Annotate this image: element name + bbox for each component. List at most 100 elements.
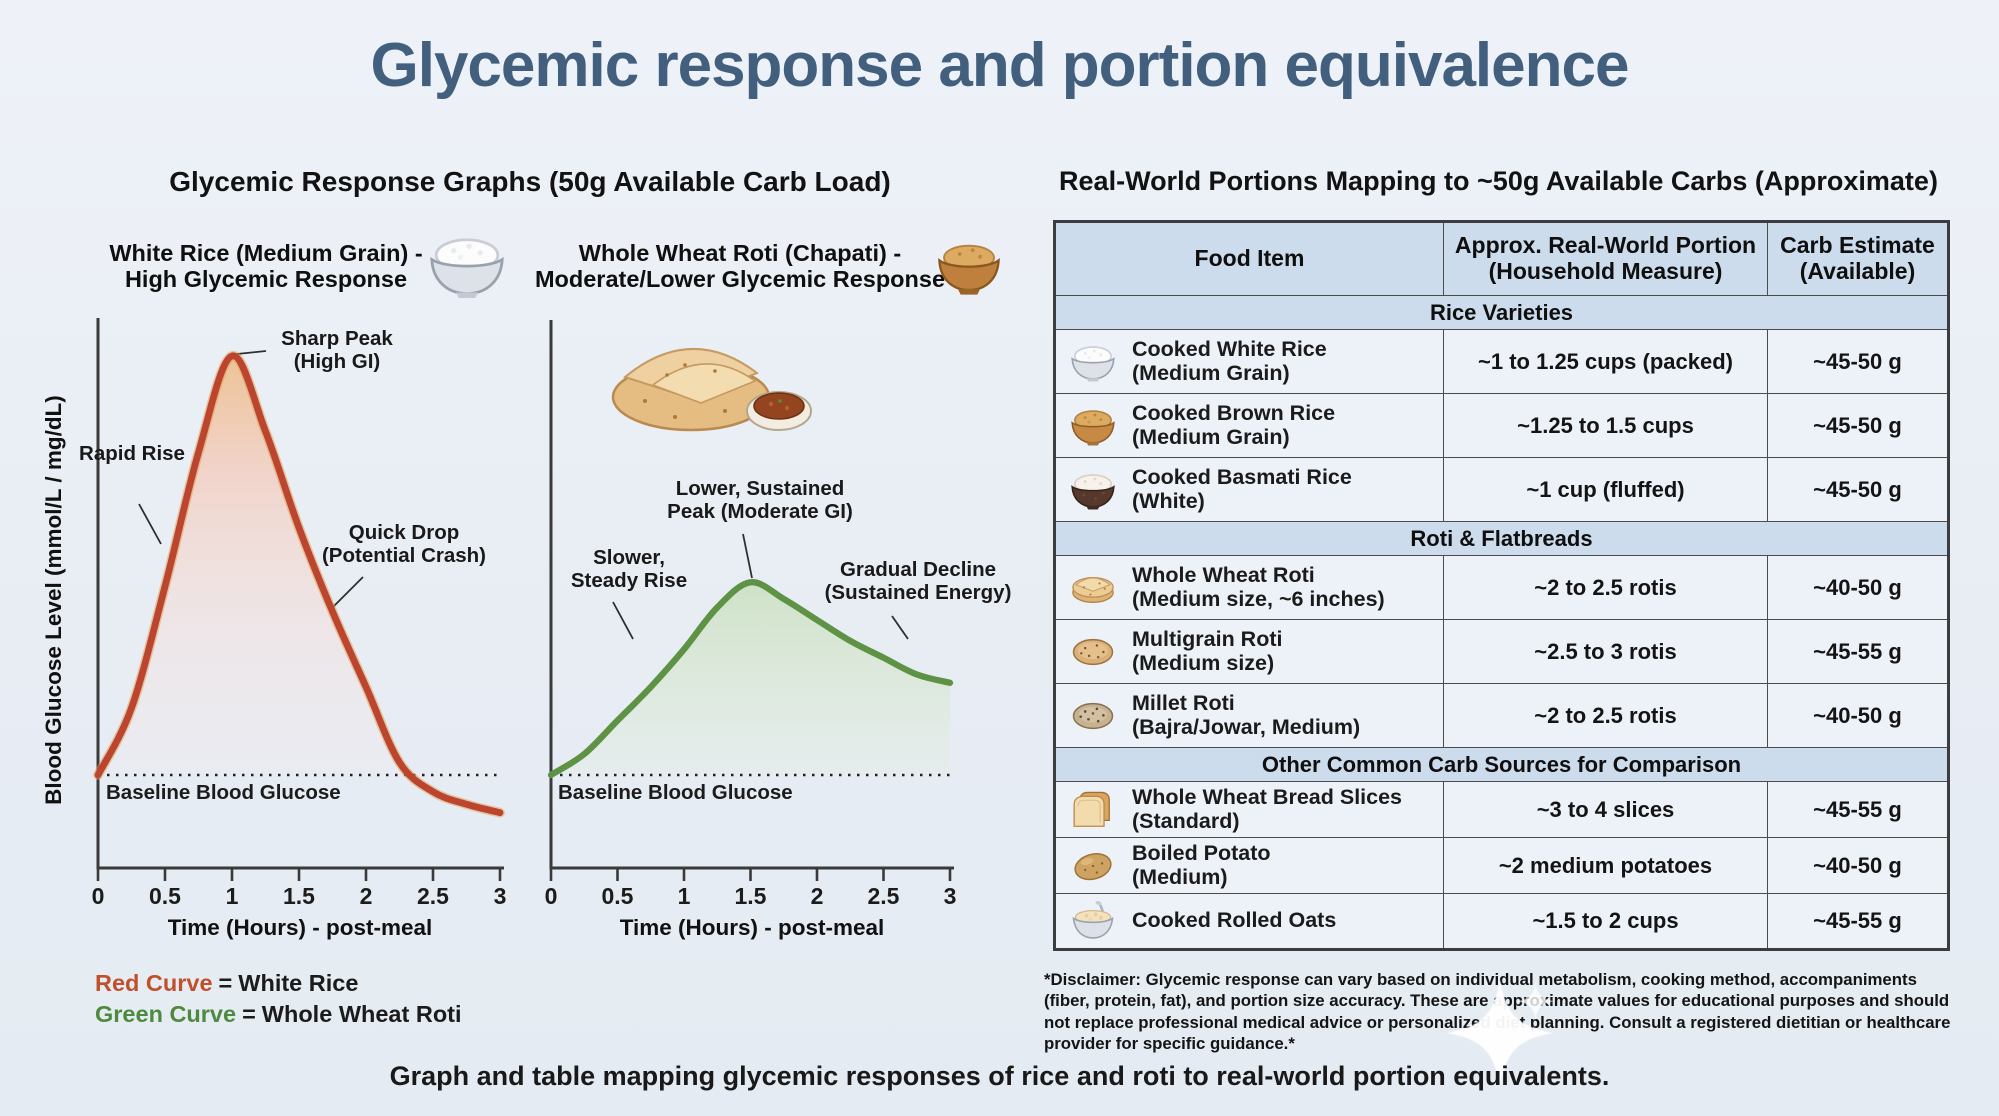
portion-cell: ~1.25 to 1.5 cups <box>1443 393 1768 458</box>
portion-cell: ~2.5 to 3 rotis <box>1443 619 1768 684</box>
x-tick-label: 3 <box>944 883 957 909</box>
whole-wheat-roti-icon <box>1067 567 1119 609</box>
carb-cell: ~45-50 g <box>1767 457 1949 522</box>
legend-item-green: Green Curve = Whole Wheat Roti <box>95 999 462 1030</box>
annotation-leader-line <box>330 576 364 610</box>
white-rice-bowl-icon <box>423 229 511 301</box>
carb-cell: ~45-50 g <box>1767 393 1949 458</box>
carb-cell: ~40-50 g <box>1767 555 1949 620</box>
roti-chart-title: Whole Wheat Roti (Chapati) - Moderate/Lo… <box>534 240 946 292</box>
x-axis-label: Time (Hours) - post-meal <box>619 915 885 940</box>
food-name: Cooked White Rice (Medium Grain) <box>1132 336 1327 385</box>
portion-cell: ~2 medium potatoes <box>1443 837 1768 894</box>
food-cell: Whole Wheat Bread Slices (Standard) <box>1054 781 1444 838</box>
food-name: Whole Wheat Bread Slices (Standard) <box>1132 784 1403 833</box>
table-section-row: Rice Varieties <box>1054 295 1949 330</box>
carb-cell: ~40-50 g <box>1767 683 1949 748</box>
table-row: Cooked Basmati Rice (White) ~1 cup (fluff… <box>1054 457 1949 522</box>
table-section-row: Other Common Carb Sources for Comparison <box>1054 747 1949 782</box>
baseline-label: Baseline Blood Glucose <box>106 781 341 804</box>
portion-cell: ~2 to 2.5 rotis <box>1443 683 1768 748</box>
curve-fill-area <box>551 582 950 775</box>
food-name: Cooked Brown Rice (Medium Grain) <box>1132 400 1336 449</box>
folded-roti-plate-illustration <box>605 313 817 445</box>
x-tick-label: 0 <box>545 883 558 909</box>
portions-table-container: Food Item Approx. Real-World Portion (Ho… <box>1053 220 1950 951</box>
food-cell: Multigrain Roti (Medium size) <box>1054 619 1444 684</box>
x-tick-label: 1.5 <box>735 883 767 909</box>
multigrain-roti-icon <box>1067 631 1119 673</box>
white-rice-glycemic-chart: White Rice (Medium Grain) - High Glycemi… <box>40 237 520 969</box>
table-row: Boiled Potato (Medium) ~2 medium potatoes… <box>1054 837 1949 894</box>
baseline-label: Baseline Blood Glucose <box>558 781 793 804</box>
white-rice-chart-plot: 0 0.5 1 1.5 2 2.5 3 <box>92 318 507 909</box>
food-cell: Cooked Rolled Oats <box>1054 893 1444 950</box>
x-tick-label: 0 <box>92 883 105 909</box>
millet-roti-icon <box>1067 695 1119 737</box>
x-axis-label: Time (Hours) - post-meal <box>167 915 433 940</box>
chart-annotation: Quick Drop (Potential Crash) <box>321 521 487 567</box>
annotation-leader-line <box>236 350 267 355</box>
roti-chart-plot: 0 0.5 1 1.5 2 2.5 3 <box>545 320 957 909</box>
curve-fill-area <box>98 355 500 775</box>
glycemic-curve <box>94 352 504 817</box>
food-name: Boiled Potato (Medium) <box>1132 840 1271 889</box>
grain-bowl-icon <box>932 231 1006 301</box>
food-name: Whole Wheat Roti (Medium size, ~6 inches… <box>1132 562 1385 611</box>
portion-cell: ~1 cup (fluffed) <box>1443 457 1768 522</box>
food-cell: Cooked Brown Rice (Medium Grain) <box>1054 393 1444 458</box>
table-row: Whole Wheat Roti (Medium size, ~6 inches… <box>1054 555 1949 620</box>
page-title: Glycemic response and portion equivalenc… <box>370 31 1630 100</box>
x-tick-label: 2.5 <box>868 883 900 909</box>
white-rice-chart-title: White Rice (Medium Grain) - High Glycemi… <box>109 240 423 292</box>
table-row: Multigrain Roti (Medium size) ~2.5 to 3 r… <box>1054 619 1949 684</box>
x-tick-label: 3 <box>494 883 507 909</box>
portion-cell: ~2 to 2.5 rotis <box>1443 555 1768 620</box>
bottom-caption: Graph and table mapping glycemic respons… <box>389 1061 1610 1091</box>
chart-annotation: Sharp Peak (High GI) <box>281 327 393 373</box>
carb-cell: ~45-55 g <box>1767 893 1949 950</box>
brown-rice-bowl-icon <box>1067 405 1119 447</box>
x-tick-label: 0.5 <box>149 883 181 909</box>
annotation-leader-line <box>891 615 909 640</box>
glycemic-curve <box>547 579 954 779</box>
column-header-carb-estimate: Carb Estimate (Available) <box>1767 221 1949 296</box>
table-section-header: Real-World Portions Mapping to ~50g Avai… <box>1059 166 1938 196</box>
legend-green-food-label: Whole Wheat Roti <box>261 1001 462 1027</box>
annotation-leader-line <box>612 601 634 640</box>
table-row: Cooked Brown Rice (Medium Grain) ~1.25 to… <box>1054 393 1949 458</box>
x-tick-label: 0.5 <box>602 883 634 909</box>
portions-table: Food Item Approx. Real-World Portion (Ho… <box>1053 220 1950 951</box>
table-header-row: Food Item Approx. Real-World Portion (Ho… <box>1054 221 1949 296</box>
food-name: Cooked Basmati Rice (White) <box>1132 464 1352 513</box>
x-tick-label: 2 <box>360 883 373 909</box>
legend-equals: = <box>218 970 233 996</box>
white-rice-bowl-icon <box>1067 341 1119 383</box>
chart-annotation: Rapid Rise <box>79 442 185 465</box>
carb-cell: ~45-50 g <box>1767 329 1949 394</box>
x-tick-label: 2 <box>811 883 824 909</box>
food-cell: Cooked White Rice (Medium Grain) <box>1054 329 1444 394</box>
chart-annotation: Slower, Steady Rise <box>570 546 688 592</box>
x-tick-label: 1 <box>226 883 239 909</box>
legend-equals: = <box>242 1001 256 1027</box>
chart-annotation: Lower, Sustained Peak (Moderate GI) <box>667 477 853 523</box>
table-section-title: Other Common Carb Sources for Comparison <box>1054 747 1949 782</box>
sparkle-icon <box>1444 977 1556 1089</box>
food-name: Millet Roti (Bajra/Jowar, Medium) <box>1132 690 1361 739</box>
portion-cell: ~1 to 1.25 cups (packed) <box>1443 329 1768 394</box>
annotation-leader-line <box>138 503 162 545</box>
carb-cell: ~45-55 g <box>1767 619 1949 684</box>
table-row: Cooked White Rice (Medium Grain) ~1 to 1.… <box>1054 329 1949 394</box>
charts-section-header: Glycemic Response Graphs (50g Available … <box>169 166 891 197</box>
table-row: Millet Roti (Bajra/Jowar, Medium) ~2 to 2… <box>1054 683 1949 748</box>
portion-cell: ~1.5 to 2 cups <box>1443 893 1768 950</box>
food-cell: Millet Roti (Bajra/Jowar, Medium) <box>1054 683 1444 748</box>
table-section-title: Roti & Flatbreads <box>1054 521 1949 556</box>
rolled-oats-icon <box>1067 900 1119 942</box>
carb-cell: ~45-55 g <box>1767 781 1949 838</box>
curve-legend: Red Curve = White Rice Green Curve = Whole W… <box>95 968 462 1030</box>
carb-cell: ~40-50 g <box>1767 837 1949 894</box>
table-row: Cooked Rolled Oats ~1.5 to 2 cups ~45-55 g <box>1054 893 1949 950</box>
